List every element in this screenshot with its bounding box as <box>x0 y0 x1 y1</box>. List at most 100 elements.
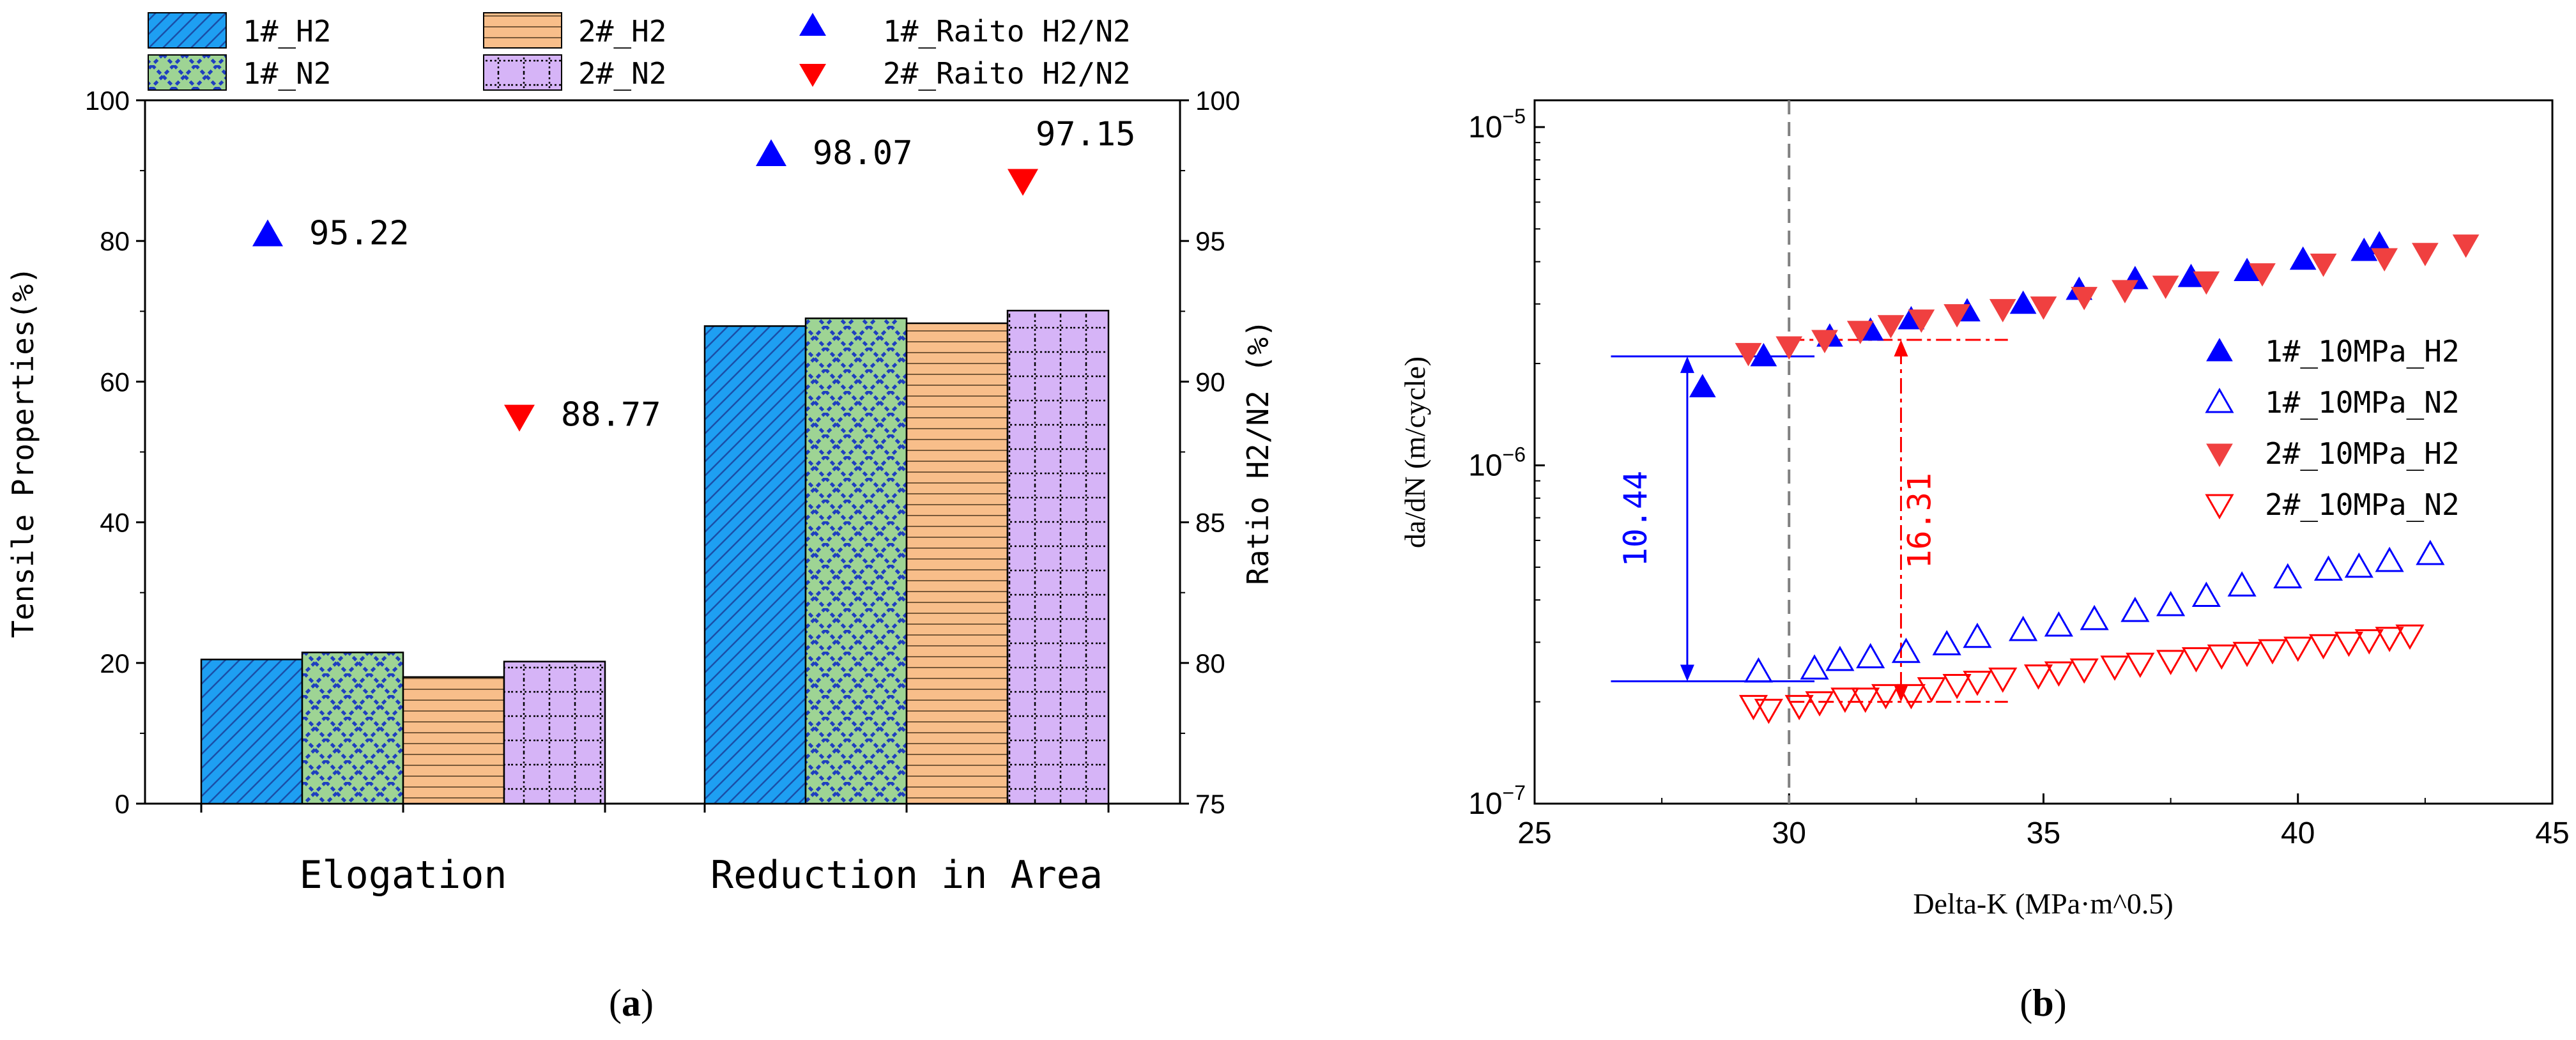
legend-marker-b-2 <box>2206 443 2233 468</box>
point-3-23 <box>2308 634 2338 660</box>
bar-1#_H2-1 <box>703 325 807 805</box>
point-3-7 <box>1896 684 1926 710</box>
point-3-19 <box>2207 644 2236 670</box>
legend-marker-b-3 <box>2205 494 2234 520</box>
annotation-label-1: 16.31 <box>1901 473 1938 569</box>
point-2-15 <box>2371 248 2398 271</box>
x-axis-label-b: Delta-K (MPa·m^0.5) <box>1913 887 2173 920</box>
annotations: 10.44 16.31 <box>1611 339 2008 703</box>
point-1-2 <box>1825 645 1855 671</box>
panel-label-b: (b) <box>2020 982 2066 1024</box>
point-0-11 <box>2289 246 2317 270</box>
x-axis-b: 25 30 35 40 45 <box>1517 793 2570 850</box>
ratio-label-1-0: 88.77 <box>561 396 661 434</box>
point-1-18 <box>2416 540 2445 565</box>
point-2-16 <box>2412 243 2439 266</box>
y-tick-label-a: 40 <box>100 508 130 538</box>
x-axis-categories: Elogation Reduction in Area <box>200 804 1110 898</box>
ratio-label-0-1: 98.07 <box>813 134 913 172</box>
point-2-4 <box>1877 315 1905 339</box>
point-3-26 <box>2375 627 2404 652</box>
point-3-15 <box>2100 655 2129 681</box>
point-3-20 <box>2232 641 2262 668</box>
point-2-7 <box>1989 299 2016 323</box>
point-3-18 <box>2181 647 2211 673</box>
x-tick-label-b: 35 <box>2027 816 2060 850</box>
bar-2#_N2-1 <box>1006 309 1110 805</box>
point-2-14 <box>2310 254 2337 277</box>
point-2-3 <box>1846 321 1874 344</box>
legend-marker-ratio1 <box>799 13 826 36</box>
y2-tick-label-a: 75 <box>1195 789 1225 819</box>
y-tick-label-a: 100 <box>85 86 130 116</box>
y2-tick-label-a: 95 <box>1195 226 1225 256</box>
legend-label-b-2: 2#_10MPa_H2 <box>2265 436 2460 471</box>
data-points <box>1689 231 2480 724</box>
point-1-8 <box>2044 611 2073 637</box>
legend-label-1h2: 1#_H2 <box>243 14 331 49</box>
x-tick-label-b: 40 <box>2281 816 2315 850</box>
point-1-5 <box>1932 630 1961 655</box>
legend-label-ratio2: 2#_Raito H2/N2 <box>883 56 1131 91</box>
bar-1#_N2-1 <box>804 317 908 805</box>
point-1-14 <box>2273 563 2303 589</box>
point-1-15 <box>2313 555 2343 581</box>
bar-2#_N2-0 <box>503 661 606 805</box>
point-3-6 <box>1871 684 1901 710</box>
ratio-marker-0-0 <box>252 219 283 247</box>
bar-1#_H2-0 <box>200 659 303 805</box>
y-tick-label-b: 10−7 <box>1468 781 1526 821</box>
legend-label-b-3: 2#_10MPa_N2 <box>2265 487 2460 522</box>
point-3-4 <box>1830 687 1860 713</box>
point-3-9 <box>1942 674 1972 700</box>
point-0-6 <box>2009 290 2037 314</box>
legend-label-2h2: 2#_H2 <box>578 14 666 49</box>
legend-swatch-1h2 <box>148 12 227 49</box>
y2-tick-label-a: 85 <box>1195 508 1225 538</box>
y-axis-b: 10−7 10−6 10−5 <box>1468 105 1545 821</box>
point-3-10 <box>1963 670 1992 696</box>
point-1-4 <box>1891 638 1921 663</box>
ratio-marker-1-0 <box>504 404 535 432</box>
point-3-13 <box>2044 661 2073 687</box>
y-tick-label-b: 10−6 <box>1468 443 1526 482</box>
point-2-8 <box>2030 296 2057 320</box>
annotation-label-0: 10.44 <box>1617 471 1654 567</box>
bar-2#_H2-1 <box>905 322 1009 805</box>
point-2-11 <box>2152 275 2179 300</box>
point-2-12 <box>2193 271 2220 295</box>
point-1-7 <box>2009 615 2038 641</box>
y2-tick-label-a: 90 <box>1195 367 1225 397</box>
y-tick-label-a: 20 <box>100 648 130 678</box>
ratio-markers: 95.22 98.07 88.77 97.15 <box>252 116 1136 434</box>
point-3-2 <box>1784 694 1814 721</box>
point-1-12 <box>2191 581 2221 608</box>
ratio-label-0-0: 95.22 <box>309 215 410 253</box>
y-axis-label-b: da/dN (m/cycle) <box>1399 356 1431 548</box>
bars <box>200 309 1110 805</box>
y2-tick-label-a: 100 <box>1195 86 1240 116</box>
point-3-5 <box>1851 687 1880 713</box>
x-tick-label-b: 30 <box>1772 816 1806 850</box>
y-axis-left: 0 20 40 60 80 100 <box>85 86 145 819</box>
point-2-10 <box>2112 280 2138 303</box>
point-1-1 <box>1800 654 1829 680</box>
point-3-1 <box>1754 698 1783 724</box>
x-category-label: Reduction in Area <box>710 853 1103 898</box>
x-category-label: Elogation <box>299 853 507 898</box>
point-1-16 <box>2344 552 2373 578</box>
point-1-11 <box>2156 590 2186 616</box>
point-3-22 <box>2283 636 2313 662</box>
y-axis-right: 75 80 85 90 95 100 <box>1180 86 1240 819</box>
point-3-3 <box>1805 691 1834 717</box>
y-axis-label-a: Tensile Properties(%) <box>6 266 40 638</box>
point-3-27 <box>2395 624 2425 650</box>
bar-2#_H2-0 <box>402 676 505 805</box>
annotation-arrowhead-top-0 <box>1680 356 1694 373</box>
legend-marker-ratio2 <box>799 64 826 87</box>
legend-swatch-2h2 <box>483 12 562 49</box>
ratio-label-1-1: 97.15 <box>1036 116 1136 154</box>
legend-label-b-1: 1#_10MPa_N2 <box>2265 385 2460 420</box>
legend-label-2n2: 2#_N2 <box>578 56 666 91</box>
